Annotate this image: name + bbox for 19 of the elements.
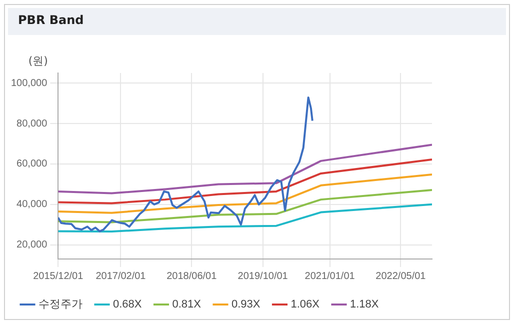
y-tick-label: 100,000: [10, 78, 48, 89]
x-tick-label: 2021/01/01: [304, 270, 356, 282]
legend-label: 1.18X: [350, 298, 380, 311]
x-tick-label: 2017/02/01: [96, 270, 146, 282]
legend-label: 0.81X: [172, 298, 202, 311]
y-axis-title: (원): [28, 54, 48, 68]
legend-label: 0.68X: [113, 298, 142, 311]
y-tick-label: 20,000: [16, 240, 48, 251]
legend-label: 0.93X: [231, 298, 261, 311]
x-tick-label: 2022/05/01: [376, 270, 426, 282]
x-tick-label: 2015/12/01: [33, 270, 84, 282]
y-tick-label: 40,000: [16, 199, 48, 210]
legend-label: 수정주가: [38, 298, 82, 311]
legend-label: 1.06X: [290, 298, 320, 311]
x-tick-label: 2018/06/01: [166, 270, 218, 282]
y-tick-label: 60,000: [16, 158, 48, 170]
x-tick-label: 2019/10/01: [238, 270, 288, 282]
chart-title: PBR Band: [18, 13, 84, 27]
y-tick-label: 80,000: [16, 118, 48, 130]
